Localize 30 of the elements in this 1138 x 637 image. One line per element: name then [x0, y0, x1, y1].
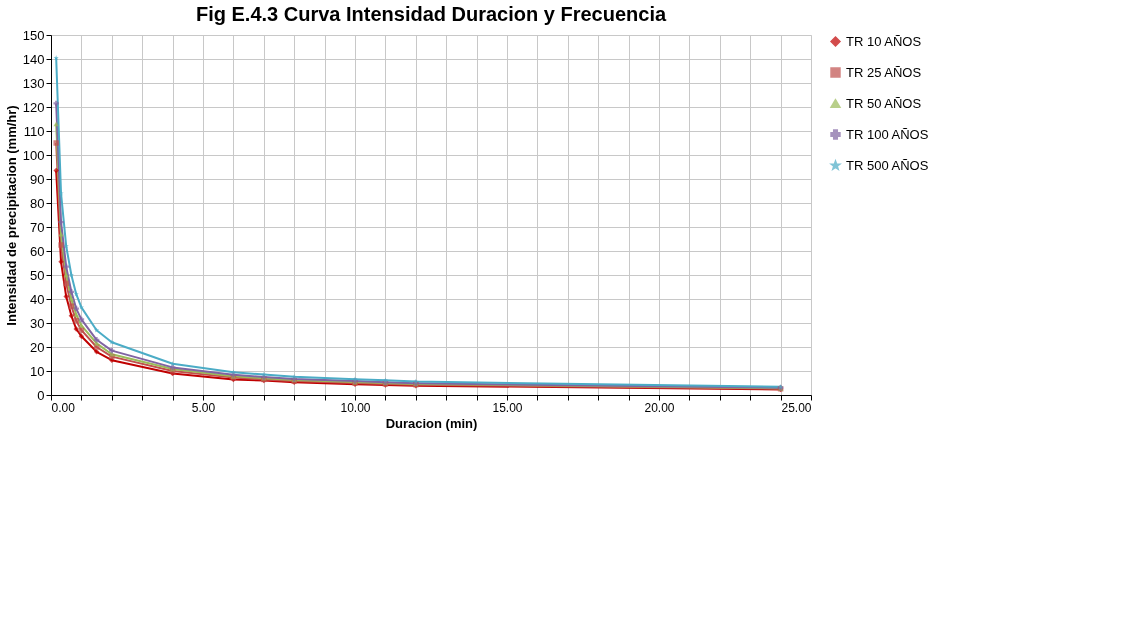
x-tick-label: 15.00	[492, 400, 523, 415]
y-tick-label: 140	[22, 51, 45, 67]
x-tick-label: 10.00	[340, 400, 371, 415]
legend-label: TR 10 AÑOS	[846, 33, 922, 49]
chart-title: Fig E.4.3 Curva Intensidad Duracion y Frecuencia	[195, 3, 667, 25]
y-tick-label: 100	[22, 147, 45, 163]
x-tick-label: 25.00	[781, 400, 812, 415]
y-tick-label: 120	[22, 99, 45, 115]
y-tick-label: 30	[30, 315, 45, 331]
y-tick-label: 50	[30, 267, 45, 283]
y-tick-label: 0	[37, 387, 45, 403]
y-tick-label: 10	[30, 363, 45, 379]
legend-label: TR 50 AÑOS	[846, 95, 922, 111]
y-axis-title: Intensidad de precipitacion (mm/hr)	[3, 105, 19, 326]
y-tick-label: 110	[23, 123, 45, 139]
legend-label: TR 100 AÑOS	[846, 126, 929, 142]
y-tick-label: 150	[22, 27, 45, 43]
y-tick-label: 40	[30, 291, 45, 307]
x-tick-label: 0.00	[51, 400, 76, 415]
legend-label: TR 25 AÑOS	[846, 64, 922, 80]
y-tick-label: 90	[30, 171, 45, 187]
x-tick-label: 5.00	[191, 400, 216, 415]
y-tick-label: 70	[30, 219, 45, 235]
legend-label: TR 500 AÑOS	[846, 157, 929, 173]
y-tick-label: 80	[30, 195, 45, 211]
x-tick-label: 20.00	[644, 400, 675, 415]
y-tick-label: 130	[22, 75, 45, 91]
y-tick-label: 60	[30, 243, 45, 259]
y-tick-label: 20	[30, 339, 45, 355]
x-axis-title: Duracion (min)	[385, 415, 478, 431]
